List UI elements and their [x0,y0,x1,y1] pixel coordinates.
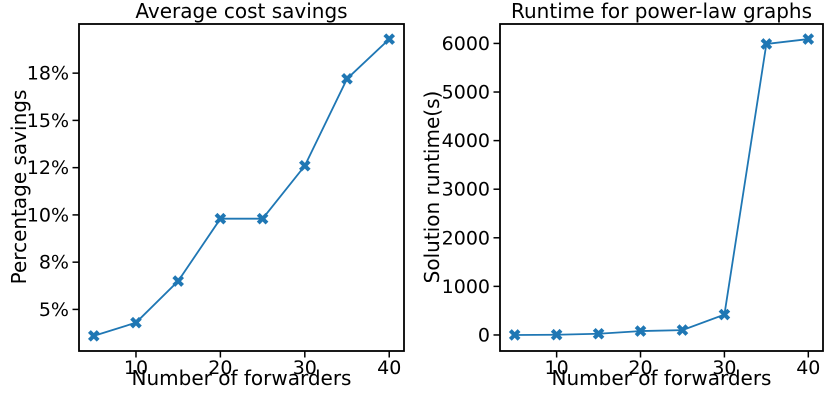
x-tick-label: 10 [545,357,569,379]
y-tick-label: 2000 [442,227,490,249]
data-point-marker [760,38,773,50]
data-point-marker [383,33,396,45]
y-tick-label: 4000 [442,130,490,152]
y-tick-label: 10% [27,204,69,226]
y-tick-label: 3000 [442,179,490,201]
data-point-marker [634,325,647,337]
data-point-marker [592,327,605,340]
data-point-marker [299,159,311,172]
x-tick-label: 40 [377,357,401,379]
x-tick-label: 20 [628,357,652,379]
x-tick-label: 30 [712,357,736,379]
x-tick-label: 40 [796,357,820,379]
data-point-marker [130,316,142,329]
y-tick-label: 0 [478,324,490,346]
y-tick-label: 1000 [442,276,490,298]
data-point-marker [550,328,563,341]
chart-title: Average cost savings [135,0,348,23]
data-point-marker [256,212,269,225]
data-point-marker [87,330,100,342]
y-tick-label: 8% [39,252,69,274]
plot-border [499,23,824,352]
data-point-marker [214,212,227,225]
data-point-marker [718,308,731,321]
x-axis-label: Number of forwarders [131,366,352,390]
series-line [93,38,390,337]
y-tick-label: 6000 [442,33,490,55]
data-point-marker [341,73,353,85]
chart-runtime-power-law: Runtime for power-law graphs Solution ru… [412,0,825,401]
chart-title: Runtime for power-law graphs [511,0,812,23]
y-tick-label: 15% [27,110,69,132]
y-tick-label: 12% [27,157,69,179]
data-point-marker [802,33,815,45]
plot-area: 10 20 30 40 5% 8% 10% 12% 15% 18% [27,23,405,379]
plot-border [78,23,405,352]
x-tick-label: 20 [208,357,232,379]
x-tick-label: 10 [124,357,148,379]
data-point-marker [508,329,521,341]
x-tick-label: 30 [293,357,317,379]
data-point-marker [172,275,184,287]
data-point-marker [676,324,689,336]
y-tick-label: 5% [39,299,69,321]
chart-average-cost-savings: Average cost savings Percentage savings … [0,0,412,401]
y-tick-label: 18% [27,63,69,85]
y-tick-label: 5000 [442,82,490,104]
plot-area: 10 20 30 40 0 1000 2000 3000 4000 5000 6000 [442,23,824,379]
series-line [514,38,809,336]
x-axis-label: Number of forwarders [551,366,772,390]
y-axis-label: Solution runtime(s) [420,90,444,284]
